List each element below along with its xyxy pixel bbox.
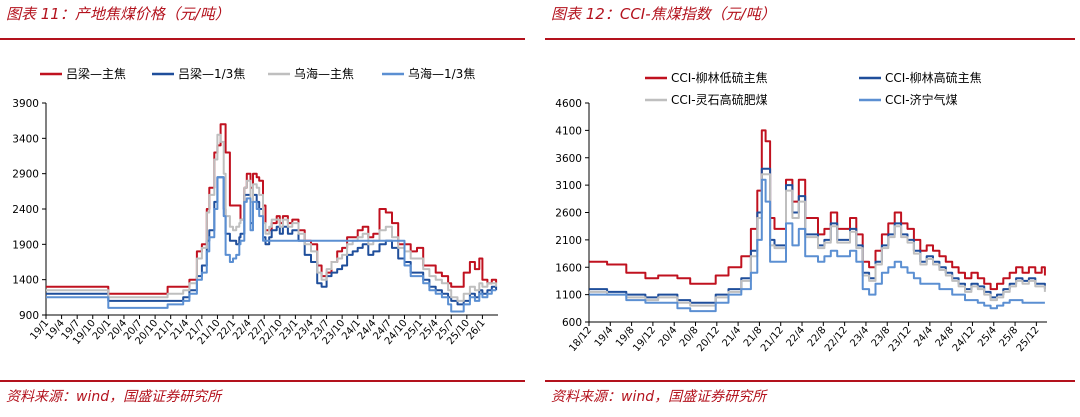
series-line-3 xyxy=(46,176,497,313)
x-tick-label: 18/12 xyxy=(567,325,594,354)
y-tick-label: 1100 xyxy=(555,290,582,302)
y-tick-label: 900 xyxy=(19,310,39,322)
source-divider xyxy=(545,380,1075,382)
left-figure-panel: 图表 11：产地焦煤价格（元/吨） 900 1400 1900 2400 2900 340… xyxy=(0,0,525,417)
x-tick-label: 21/12 xyxy=(759,325,786,354)
coking-coal-origin-price-chart: 90014001900240029003400390019/119/419/71… xyxy=(12,66,498,347)
x-tick-label: 25/4 xyxy=(976,325,999,349)
legend-label-1: 吕梁—1/3焦 xyxy=(178,66,245,81)
y-tick-label: 4600 xyxy=(555,98,582,110)
series-line-1 xyxy=(589,167,1046,304)
y-tick-label: 2100 xyxy=(555,235,582,247)
y-tick-label: 3900 xyxy=(12,98,39,110)
x-tick-label: 21/4 xyxy=(721,325,744,349)
right-figure-panel: 图表 12：CCI-焦煤指数（元/吨） 600 1100 1600 2100 2600 3… xyxy=(545,0,1075,417)
y-tick-label: 1900 xyxy=(12,239,39,251)
series-line-2 xyxy=(589,173,1046,307)
x-tick-label: 24/4 xyxy=(912,325,935,349)
x-tick-label: 26/1 xyxy=(465,318,488,342)
x-tick-label: 19/12 xyxy=(631,325,658,354)
legend-label-2: CCI-灵石高硫肥煤 xyxy=(671,92,768,107)
y-tick-label: 3100 xyxy=(555,180,582,192)
legend-label-3: CCI-济宁气煤 xyxy=(885,92,958,107)
x-tick-label: 23/12 xyxy=(887,325,914,354)
source-divider xyxy=(0,380,525,382)
source-note: 资料来源：wind，国盛证券研究所 xyxy=(551,389,767,405)
title-divider xyxy=(0,38,525,40)
x-tick-label: 22/4 xyxy=(784,325,807,349)
y-tick-label: 3600 xyxy=(555,153,582,165)
x-tick-label: 24/12 xyxy=(951,325,978,354)
legend-label-0: CCI-柳林低硫主焦 xyxy=(671,70,768,85)
x-tick-label: 22/12 xyxy=(823,325,850,354)
y-tick-label: 3400 xyxy=(12,133,39,145)
series-line-2 xyxy=(46,133,498,302)
x-tick-label: 23/4 xyxy=(848,325,871,349)
y-tick-label: 1600 xyxy=(555,262,582,274)
title-divider xyxy=(545,38,1075,40)
series-line-0 xyxy=(589,129,1046,291)
y-tick-label: 2600 xyxy=(555,208,582,220)
y-tick-label: 600 xyxy=(562,317,582,329)
y-tick-label: 2400 xyxy=(12,204,39,216)
legend-label-0: 吕梁—主焦 xyxy=(66,66,126,81)
x-tick-label: 20/4 xyxy=(657,325,680,349)
y-tick-label: 2900 xyxy=(12,169,39,181)
source-note: 资料来源：wind，国盛证券研究所 xyxy=(6,389,222,405)
figure-title: 图表 11：产地焦煤价格（元/吨） xyxy=(6,5,230,23)
x-tick-label: 25/12 xyxy=(1015,325,1042,354)
cci-coking-coal-index-chart: 600 1100 1600 2100 2600 3100 3600 4100 4600 18/12… xyxy=(555,70,1047,354)
y-tick-label: 1400 xyxy=(12,275,39,287)
figure-title: 图表 12：CCI-焦煤指数（元/吨） xyxy=(551,5,776,23)
x-tick-label: 20/12 xyxy=(695,325,722,354)
legend-label-3: 乌海—1/3焦 xyxy=(408,66,475,81)
series-line-3 xyxy=(589,178,1045,313)
x-tick-label: 19/4 xyxy=(593,325,616,349)
legend-label-2: 乌海—主焦 xyxy=(294,66,354,81)
legend-label-1: CCI-柳林高硫主焦 xyxy=(885,70,982,85)
y-tick-label: 4100 xyxy=(555,125,582,137)
